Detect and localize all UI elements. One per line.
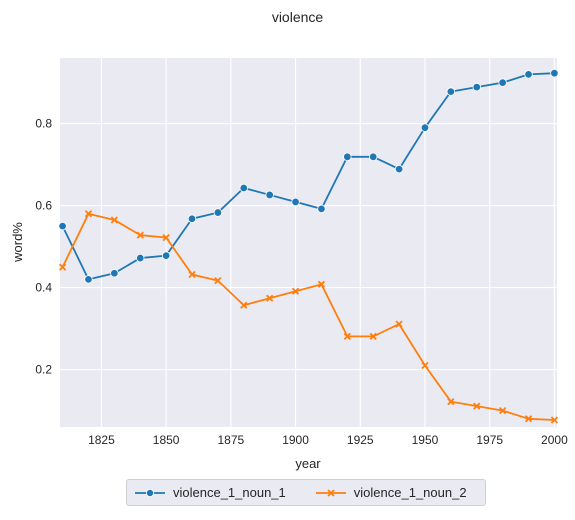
data-point <box>499 406 507 415</box>
y-tick-label: 0.2 <box>35 363 52 377</box>
data-point <box>162 233 170 242</box>
x-tick-label: 1850 <box>153 433 180 447</box>
data-point <box>395 320 403 328</box>
series-line <box>61 212 555 421</box>
data-point <box>291 287 300 295</box>
data-point <box>136 231 144 239</box>
data-point <box>136 253 145 263</box>
legend-item-series-1: violence_1_noun_1 <box>135 485 286 500</box>
data-point <box>266 294 274 302</box>
data-point <box>369 152 378 162</box>
y-tick-label: 0.8 <box>35 117 52 131</box>
data-point <box>265 190 274 200</box>
legend-marker-series-2 <box>315 488 346 497</box>
data-point <box>240 301 248 309</box>
data-point <box>110 216 118 224</box>
data-point <box>550 68 559 78</box>
data-point <box>420 123 430 132</box>
data-point <box>343 152 352 162</box>
x-axis-label: year <box>295 456 321 471</box>
plot-area <box>60 58 557 427</box>
data-point <box>369 332 377 341</box>
y-tick-label: 0.4 <box>35 281 52 295</box>
data-point <box>394 164 404 174</box>
data-point <box>58 221 67 231</box>
data-point <box>498 78 507 87</box>
x-tick-label: 1825 <box>88 433 115 447</box>
legend-item-series-2: violence_1_noun_2 <box>315 485 467 500</box>
data-point <box>446 87 456 96</box>
y-axis-label: word% <box>10 222 25 263</box>
legend-label-series-2: violence_1_noun_2 <box>353 485 467 500</box>
data-point <box>447 397 455 406</box>
data-point <box>343 332 351 341</box>
data-point <box>110 269 119 278</box>
legend-label-series-1: violence_1_noun_1 <box>173 485 286 500</box>
series-layer <box>58 68 559 424</box>
data-point <box>291 197 300 207</box>
x-tick-label: 1950 <box>412 433 439 447</box>
data-point <box>187 214 197 223</box>
data-point <box>161 251 171 260</box>
y-tick-label: 0.6 <box>35 199 52 213</box>
data-point <box>84 210 93 218</box>
data-point <box>421 361 429 370</box>
data-point <box>213 208 223 217</box>
data-point <box>524 415 533 423</box>
data-point <box>473 402 481 410</box>
grid <box>60 58 557 427</box>
series-2 <box>58 210 559 424</box>
data-point <box>188 270 196 279</box>
legend-marker-series-1 <box>135 488 165 497</box>
series-1 <box>58 68 559 284</box>
x-axis-ticks: 1825 1850 1875 1900 1925 1950 1975 2000 <box>88 433 568 447</box>
data-point <box>239 183 248 193</box>
data-point <box>84 275 93 284</box>
y-axis-ticks: 0.2 0.4 0.6 0.8 <box>35 117 52 377</box>
data-point <box>317 280 326 288</box>
x-tick-label: 1875 <box>217 433 244 447</box>
data-point <box>524 70 533 79</box>
data-point <box>317 204 326 214</box>
x-tick-label: 2000 <box>541 433 568 447</box>
x-tick-label: 1975 <box>476 433 503 447</box>
data-point <box>214 276 222 285</box>
legend: violence_1_noun_1 violence_1_noun_2 <box>126 479 486 506</box>
data-point <box>550 416 559 424</box>
chart-title: violence <box>272 9 324 25</box>
data-point <box>58 263 67 271</box>
x-tick-label: 1925 <box>347 433 374 447</box>
data-point <box>472 82 481 92</box>
series-line <box>61 72 555 281</box>
x-tick-label: 1900 <box>282 433 309 447</box>
